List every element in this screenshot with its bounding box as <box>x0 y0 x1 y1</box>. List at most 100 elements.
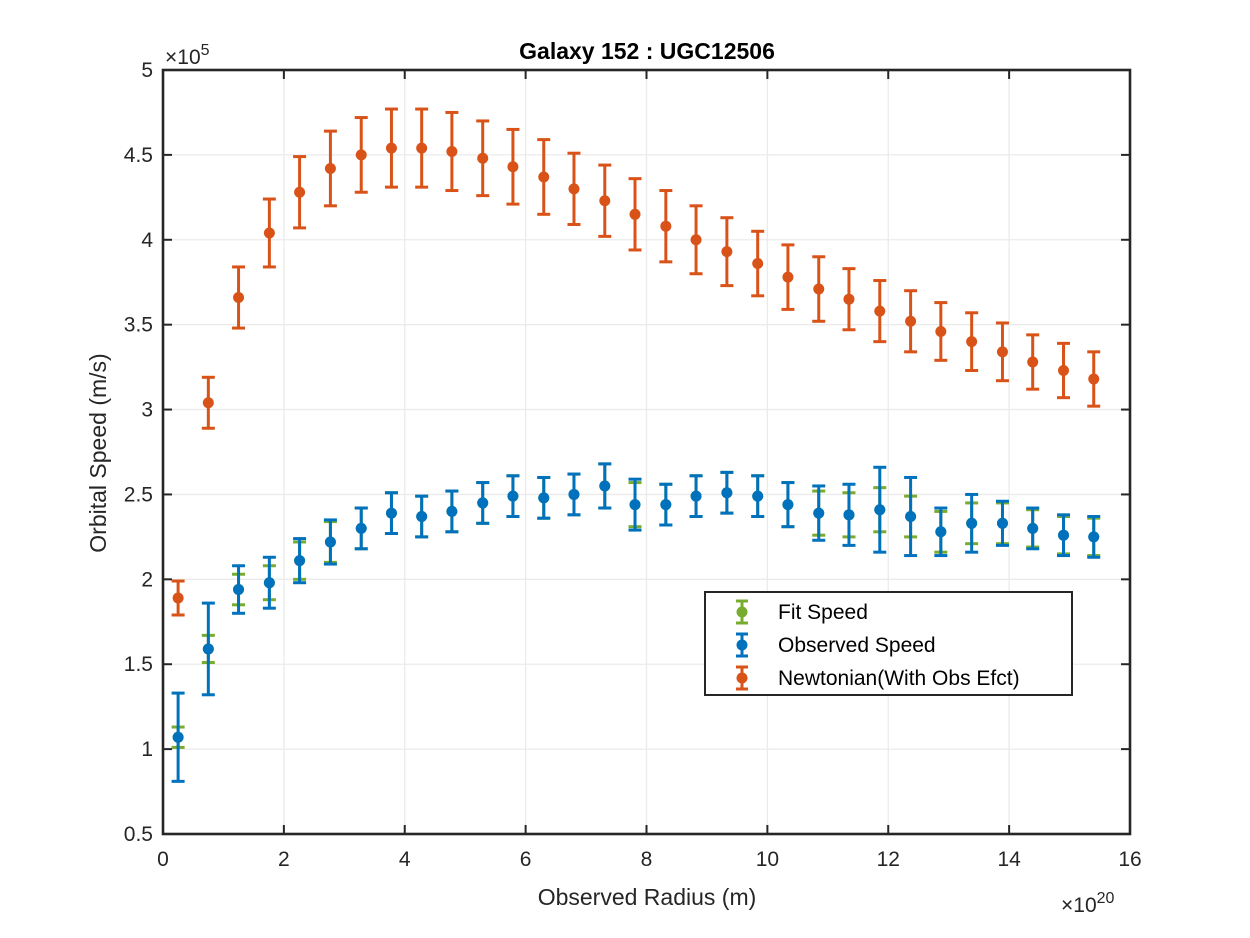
data-point <box>263 227 275 239</box>
y-tick-label: 2.5 <box>124 483 153 506</box>
x-tick-label: 8 <box>641 848 653 871</box>
y-tick-label: 1 <box>141 738 153 761</box>
data-point <box>905 315 917 327</box>
legend-marker-dot <box>736 606 748 618</box>
x-multiplier-base: ×10 <box>1061 894 1097 917</box>
data-point <box>507 161 519 173</box>
data-point <box>172 592 184 604</box>
data-point <box>629 499 641 511</box>
data-point <box>935 325 947 337</box>
legend-label: Newtonian(With Obs Efct) <box>778 667 1020 690</box>
x-tick-label: 4 <box>399 848 411 871</box>
data-point <box>416 511 428 523</box>
data-point <box>568 183 580 195</box>
y-multiplier-base: ×10 <box>165 46 201 69</box>
legend-marker-dot <box>736 639 748 651</box>
x-tick-label: 14 <box>997 848 1021 871</box>
data-point <box>905 511 917 523</box>
data-point <box>752 258 764 270</box>
data-point <box>843 293 855 305</box>
legend-item-2: Observed Speed <box>736 632 936 658</box>
data-point <box>233 584 245 596</box>
y-multiplier-exponent: 5 <box>201 42 210 59</box>
plot-data <box>171 107 1101 783</box>
y-tick-label: 0.5 <box>124 823 153 846</box>
data-point <box>843 509 855 521</box>
legend-marker-dot <box>736 672 748 684</box>
data-point <box>324 536 336 548</box>
data-point <box>782 271 794 283</box>
data-point <box>538 492 550 504</box>
data-point <box>477 497 489 509</box>
x-tick-label: 0 <box>157 848 169 871</box>
data-point <box>721 487 733 499</box>
legend-item-3: Newtonian(With Obs Efct) <box>736 665 1020 691</box>
y-tick-label: 3 <box>141 399 153 422</box>
y-tick-label: 3.5 <box>124 314 153 337</box>
data-point <box>813 507 825 519</box>
data-point <box>966 517 978 529</box>
x-axis-label: Observed Radius (m) <box>538 884 757 910</box>
data-point <box>629 208 641 220</box>
series-3 <box>171 107 1101 617</box>
y-axis-label: Orbital Speed (m/s) <box>85 353 111 552</box>
data-point <box>721 246 733 258</box>
data-point <box>294 555 306 567</box>
data-point <box>690 234 702 246</box>
data-point <box>355 522 367 534</box>
data-point <box>996 346 1008 358</box>
legend-label: Observed Speed <box>778 634 936 657</box>
x-axis-multiplier: ×1020 <box>1061 890 1115 917</box>
data-point <box>355 149 367 161</box>
y-axis-multiplier: ×105 <box>165 42 210 69</box>
data-point <box>660 220 672 232</box>
series-2 <box>171 462 1101 783</box>
data-point <box>599 195 611 207</box>
axis-ticks: 0 2 4 6 8 10 12 14 16 0.5 1 1.5 2 2.5 3 3.5 4 4.5 5 <box>124 59 1142 871</box>
data-point <box>385 507 397 519</box>
x-tick-label: 10 <box>756 848 779 871</box>
data-point <box>385 142 397 154</box>
data-point <box>752 490 764 502</box>
data-point <box>294 186 306 198</box>
data-point <box>446 145 458 157</box>
data-point <box>813 283 825 295</box>
data-point <box>599 480 611 492</box>
data-point <box>263 577 275 589</box>
legend-label: Fit Speed <box>778 601 868 624</box>
legend-box <box>704 591 1073 696</box>
data-point <box>996 517 1008 529</box>
data-point <box>172 731 184 743</box>
data-point <box>1027 356 1039 368</box>
data-point <box>202 643 214 655</box>
x-tick-label: 16 <box>1118 848 1141 871</box>
data-point <box>1027 522 1039 534</box>
data-point <box>1058 365 1070 377</box>
data-point <box>874 504 886 516</box>
data-point <box>874 305 886 317</box>
data-point <box>233 292 245 304</box>
data-point <box>324 162 336 174</box>
data-point <box>416 142 428 154</box>
legend-item-1: Fit Speed <box>736 599 868 625</box>
data-point <box>660 499 672 511</box>
data-point <box>477 152 489 164</box>
data-point <box>568 488 580 500</box>
x-multiplier-exponent: 20 <box>1097 890 1115 907</box>
data-point <box>690 490 702 502</box>
data-point <box>935 526 947 538</box>
x-tick-label: 6 <box>520 848 532 871</box>
x-tick-label: 12 <box>877 848 900 871</box>
y-tick-label: 4.5 <box>124 144 153 167</box>
data-point <box>507 490 519 502</box>
data-point <box>966 336 978 348</box>
data-point <box>782 499 794 511</box>
x-tick-label: 2 <box>278 848 290 871</box>
legend: Fit Speed Observed Speed Newtonian(With Ob… <box>704 591 1073 696</box>
data-point <box>1058 529 1070 541</box>
data-point <box>1088 531 1100 543</box>
data-point <box>202 397 214 409</box>
data-point <box>1088 373 1100 385</box>
y-tick-label: 4 <box>141 229 153 252</box>
